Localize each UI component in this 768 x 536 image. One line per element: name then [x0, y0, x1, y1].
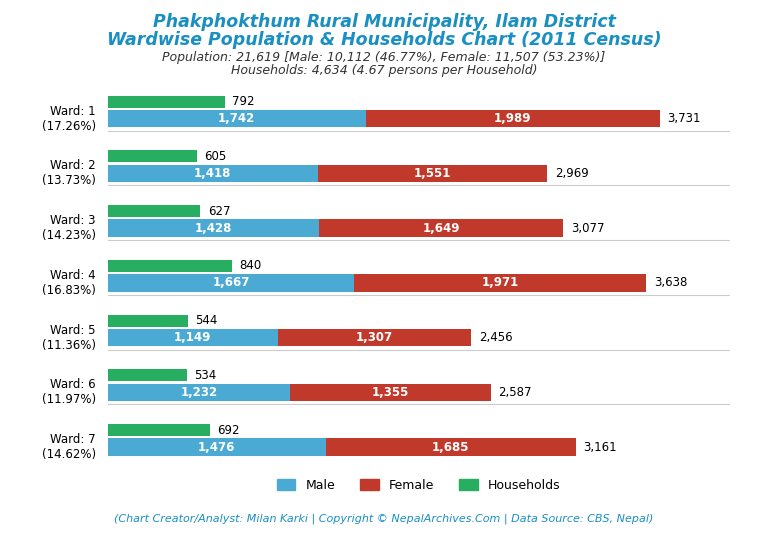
Text: (Chart Creator/Analyst: Milan Karki | Copyright © NepalArchives.Com | Data Sourc: (Chart Creator/Analyst: Milan Karki | Co… [114, 513, 654, 524]
Text: 2,969: 2,969 [554, 167, 588, 180]
Bar [326, 438, 576, 456]
Text: 1,667: 1,667 [212, 277, 250, 289]
Legend: Male, Female, Households: Male, Female, Households [272, 473, 565, 496]
Bar [108, 384, 290, 401]
Bar [108, 424, 210, 436]
Bar [108, 274, 354, 292]
Text: 605: 605 [204, 150, 227, 163]
Text: Population: 21,619 [Male: 10,112 (46.77%), Female: 11,507 (53.23%)]: Population: 21,619 [Male: 10,112 (46.77%… [162, 51, 606, 64]
Text: 1,476: 1,476 [198, 441, 236, 453]
Text: 1,232: 1,232 [180, 386, 217, 399]
Text: 1,649: 1,649 [422, 221, 460, 235]
Bar [354, 274, 647, 292]
Bar [108, 260, 232, 272]
Bar [108, 329, 278, 346]
Bar [290, 384, 491, 401]
Text: 1,428: 1,428 [194, 221, 232, 235]
Bar [108, 151, 197, 162]
Bar [108, 165, 317, 182]
Text: 3,638: 3,638 [654, 277, 687, 289]
Text: 1,971: 1,971 [482, 277, 519, 289]
Bar [108, 369, 187, 382]
Text: 3,077: 3,077 [571, 221, 604, 235]
Text: 1,685: 1,685 [432, 441, 470, 453]
Bar [108, 110, 366, 128]
Text: 2,456: 2,456 [478, 331, 512, 344]
Text: 1,418: 1,418 [194, 167, 231, 180]
Text: 792: 792 [232, 95, 255, 108]
Text: Phakphokthum Rural Municipality, Ilam District: Phakphokthum Rural Municipality, Ilam Di… [153, 13, 615, 32]
Text: 1,149: 1,149 [174, 331, 211, 344]
Text: 627: 627 [208, 205, 230, 218]
Text: 2,587: 2,587 [498, 386, 531, 399]
Text: 1,989: 1,989 [494, 112, 531, 125]
Text: 1,742: 1,742 [218, 112, 255, 125]
Bar [108, 438, 326, 456]
Text: 1,355: 1,355 [372, 386, 409, 399]
Bar [108, 315, 188, 326]
Text: 1,551: 1,551 [414, 167, 451, 180]
Bar [108, 95, 225, 108]
Text: 3,161: 3,161 [583, 441, 617, 453]
Text: 692: 692 [217, 423, 240, 437]
Text: 840: 840 [240, 259, 262, 272]
Text: 3,731: 3,731 [667, 112, 701, 125]
Bar [319, 219, 563, 237]
Text: 1,307: 1,307 [356, 331, 393, 344]
Bar [108, 205, 200, 217]
Text: 544: 544 [196, 314, 218, 327]
Text: Wardwise Population & Households Chart (2011 Census): Wardwise Population & Households Chart (… [107, 31, 661, 49]
Bar [366, 110, 660, 128]
Bar [108, 219, 319, 237]
Text: Households: 4,634 (4.67 persons per Household): Households: 4,634 (4.67 persons per Hous… [230, 64, 538, 77]
Text: 534: 534 [194, 369, 217, 382]
Bar [278, 329, 472, 346]
Bar [317, 165, 548, 182]
